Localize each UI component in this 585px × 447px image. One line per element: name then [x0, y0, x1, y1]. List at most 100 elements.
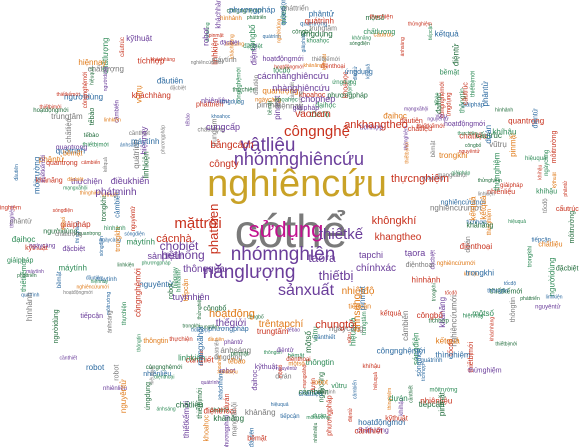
cloud-word: tếbào	[84, 133, 100, 139]
cloud-word: khoahọc	[342, 71, 349, 98]
cloud-word: thiếtkế	[319, 226, 364, 243]
cloud-word: thìnghiệm	[80, 190, 102, 196]
cloud-word: đầutiên	[254, 75, 260, 95]
cloud-word: hìnhảnh	[412, 275, 441, 284]
cloud-word: hoạtđộng	[209, 308, 255, 320]
cloud-word: robot	[219, 368, 235, 375]
cloud-word: nhiệtđộ	[342, 286, 375, 297]
cloud-word: sóngđiện	[416, 348, 423, 377]
cloud-word: đạihọc	[252, 369, 259, 390]
cloud-word: điệnthoại	[286, 357, 310, 363]
cloud-word: kỹthuật	[25, 245, 48, 252]
cloud-word: kỹthuật	[255, 364, 278, 371]
cloud-word: tapchi	[359, 250, 383, 260]
cloud-word: nghiêncứumới	[430, 203, 482, 212]
cloud-word: điệnthoại	[406, 262, 435, 269]
cloud-word: cầnthiết	[186, 355, 215, 364]
cloud-word: phươngpháp	[161, 125, 167, 154]
cloud-word: mộtsố	[304, 330, 313, 352]
cloud-word: kháchhàng	[216, 0, 223, 29]
cloud-word: quantrọng	[300, 22, 327, 28]
cloud-word: hìnhảnh	[25, 292, 34, 321]
cloud-word: cóthể	[235, 205, 348, 257]
cloud-word: giảipháp	[7, 258, 34, 265]
cloud-word: khảnăng	[304, 63, 323, 69]
cloud-word: thiếtkếmới	[41, 155, 47, 183]
cloud-word: nhiênliệu	[420, 397, 452, 406]
cloud-word: mộtsố	[279, 5, 288, 24]
cloud-word: linhkiện	[142, 151, 151, 178]
cloud-word: thựchiện	[71, 177, 102, 186]
cloud-word: vaonam	[295, 109, 331, 120]
cloud-word: môitrường	[106, 292, 112, 316]
cloud-word: nhiênliệu	[313, 422, 319, 442]
cloud-word: nguyêntử	[276, 365, 298, 372]
cloud-word: linhkiện	[478, 192, 495, 198]
cloud-word: tuyrnhiên	[172, 292, 209, 302]
cloud-word: kháchhàng	[150, 57, 175, 63]
cloud-word: thựchiện	[233, 87, 256, 93]
cloud-word: ngườidùng	[53, 309, 60, 343]
cloud-word: trongkhi	[101, 196, 108, 221]
cloud-word: cầnthiết	[408, 385, 414, 403]
cloud-word: mộtsố	[472, 309, 494, 318]
cloud-word: côngnghệmới	[134, 268, 143, 317]
cloud-word: tếbào	[434, 92, 440, 105]
cloud-word: dựán	[465, 236, 472, 252]
cloud-word: cấutrúc	[461, 82, 470, 105]
cloud-word: côngbố	[465, 143, 482, 149]
cloud-word: trungtâm	[257, 327, 289, 336]
cloud-word: mạngxãhội	[196, 326, 205, 365]
cloud-word: bềmặt	[268, 100, 274, 115]
cloud-word: pinmặt	[273, 95, 282, 120]
cloud-word: máytính	[212, 57, 237, 64]
cloud-word: côngnghệmới	[377, 347, 426, 356]
cloud-word: hoạtđộngmới	[274, 65, 303, 71]
cloud-word: hiệuquả	[149, 366, 155, 384]
cloud-word: quantrọng	[262, 86, 298, 95]
cloud-word: thiếtkếmới	[182, 401, 191, 438]
cloud-word: thiếtkếmới	[312, 57, 340, 63]
cloud-word: đạihọc	[383, 112, 407, 121]
cloud-word: quátrình	[21, 293, 40, 299]
cloud-word: mạngxãhội	[437, 173, 466, 179]
cloud-word: thiếtbịmới	[466, 342, 475, 373]
cloud-word: kỹthuật	[102, 193, 119, 199]
cloud-word: thiếtkếmới	[417, 124, 445, 130]
cloud-word: môitrường	[306, 415, 330, 421]
cloud-word: khangtheo	[375, 232, 422, 243]
cloud-word: giảipháp	[301, 33, 307, 52]
cloud-word: thiếtkếmới	[19, 259, 28, 292]
cloud-word: thựchiện	[169, 337, 192, 343]
cloud-word: mộtsố	[288, 362, 305, 368]
cloud-word: mộtsố	[61, 217, 67, 231]
cloud-word: nguyêntử	[119, 379, 128, 413]
cloud-word: điệntử	[347, 407, 354, 422]
cloud-word: quátrình	[420, 358, 442, 364]
cloud-word: phươngpháp	[327, 93, 368, 100]
cloud-word: phântử	[39, 155, 65, 164]
cloud-word: quantrọng	[281, 0, 288, 25]
cloud-word: quátrình	[263, 34, 282, 40]
cloud-word: kếtquả	[365, 64, 371, 79]
cloud-word: tốcđộ	[273, 65, 290, 74]
cloud-word: điệntử	[452, 43, 461, 66]
cloud-word: hoạtđộngmới	[358, 418, 405, 427]
cloud-word: trongkhi	[431, 283, 437, 301]
cloud-word: thìnghiệm	[487, 209, 493, 235]
cloud-word: sảnxuất	[278, 282, 335, 299]
cloud-word: tiếpcận	[280, 414, 299, 420]
cloud-word: pinmặt	[438, 391, 447, 416]
cloud-word: tíchhợp	[466, 220, 487, 226]
cloud-word: ankhangtheo	[344, 119, 408, 131]
cloud-word: tiếpcận	[80, 311, 103, 320]
cloud-word: côngty	[209, 159, 238, 170]
cloud-word: tếbào	[87, 108, 96, 126]
cloud-word: tíchhợp	[360, 124, 384, 131]
cloud-word: khôngkhí	[372, 215, 417, 227]
cloud-word: cầnthiết	[354, 427, 383, 436]
cloud-word: côngnghệmới	[440, 81, 446, 118]
cloud-word: ngàycàng	[255, 98, 281, 104]
